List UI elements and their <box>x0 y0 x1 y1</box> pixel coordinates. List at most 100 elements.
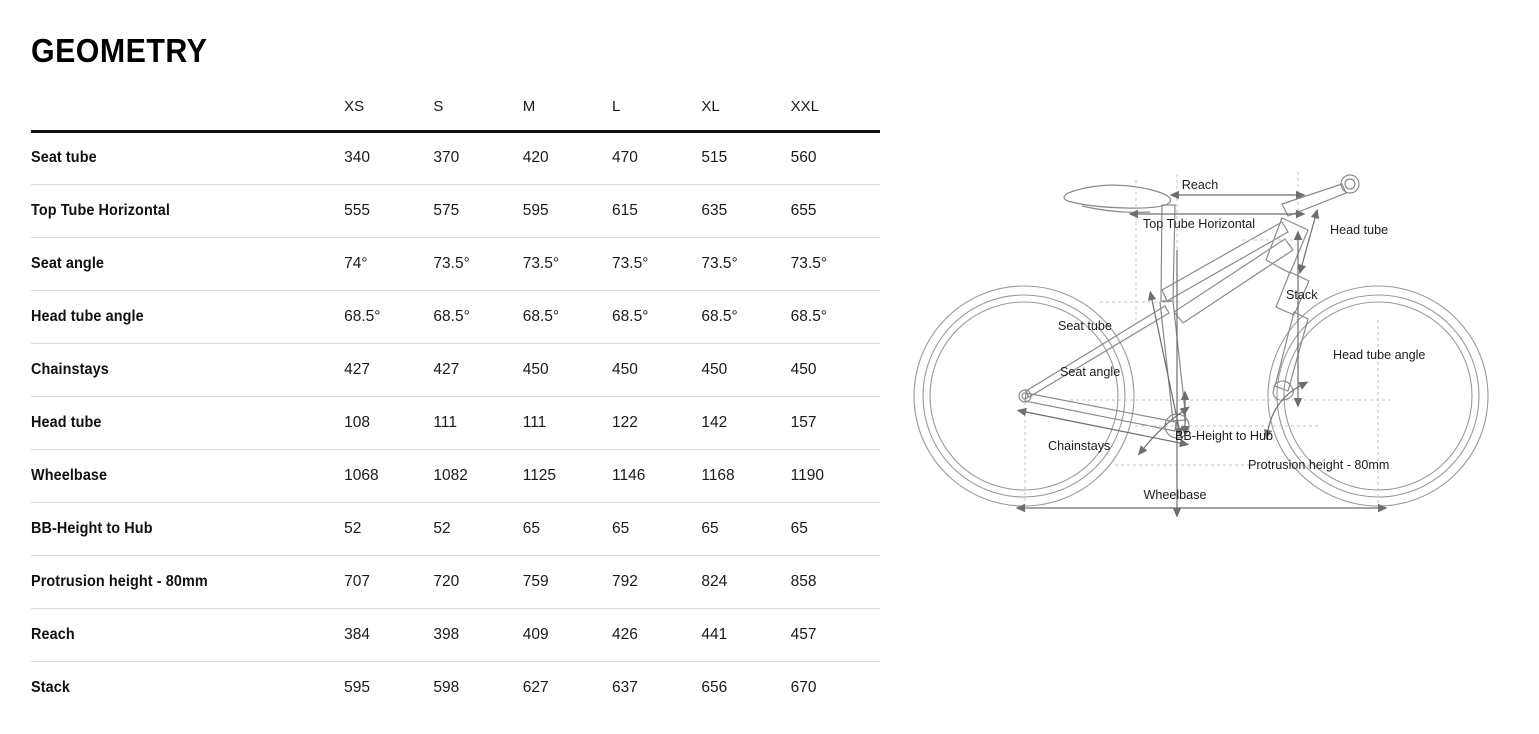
cell-value: 1068 <box>344 466 379 484</box>
cell-value: 340 <box>344 149 370 166</box>
label-head-tube-angle: Head tube angle <box>1333 348 1425 362</box>
saddle-shape <box>1063 184 1172 209</box>
table-row: Stack 595 598 627 637 656 670 <box>31 661 880 714</box>
cell-value: 73.5° <box>522 254 560 272</box>
column-header-xs: XS <box>344 98 365 116</box>
cell-value: 656 <box>701 678 728 696</box>
column-header-l: L <box>612 98 621 116</box>
cell-value: 65 <box>790 519 808 537</box>
cell-value: 555 <box>344 201 370 219</box>
column-header-m: M <box>522 98 536 116</box>
cell-value: 74° <box>344 254 368 272</box>
cell-value: 720 <box>433 572 460 590</box>
cell-value: 73.5° <box>433 254 470 272</box>
cell-value: 73.5° <box>612 254 649 272</box>
head-tube-angle-arc <box>1263 381 1309 440</box>
saddle-rail <box>1081 205 1151 213</box>
cell-value: 824 <box>701 572 728 590</box>
label-seat-angle: Seat angle <box>1060 365 1120 379</box>
cell-value: 111 <box>433 413 457 431</box>
cell-value: 560 <box>790 149 817 166</box>
cell-value: 108 <box>344 413 370 431</box>
label-wheelbase: Wheelbase <box>1143 488 1206 502</box>
label-chainstays: Chainstays <box>1048 439 1110 453</box>
cell-value: 142 <box>701 413 728 431</box>
cell-value: 68.5° <box>433 307 470 325</box>
seat-tube-shape <box>1159 300 1187 422</box>
column-header-xxl: XXL <box>790 98 820 116</box>
cell-value: 515 <box>701 149 728 166</box>
cell-value: 384 <box>344 625 370 643</box>
cell-value: 1082 <box>433 466 468 484</box>
row-label: Stack <box>31 678 70 696</box>
cell-value: 73.5° <box>790 254 828 272</box>
cell-value: 457 <box>790 625 817 643</box>
cell-value: 420 <box>522 149 549 166</box>
table-row: Head tube angle 68.5° 68.5° 68.5° 68.5° … <box>31 290 880 343</box>
table-row: Protrusion height - 80mm 707 720 759 792… <box>31 555 880 608</box>
row-label: Top Tube Horizontal <box>31 201 170 219</box>
row-label: Seat tube <box>31 149 97 166</box>
table-header-row: XS S M L XL XXL <box>31 88 880 131</box>
rear-hub <box>1021 392 1029 400</box>
row-label: BB-Height to Hub <box>31 519 153 537</box>
down-tube-shape <box>1173 238 1294 324</box>
cell-value: 427 <box>344 360 370 378</box>
cell-value: 450 <box>790 360 817 378</box>
cell-value: 450 <box>612 360 638 378</box>
label-top-tube-horizontal: Top Tube Horizontal <box>1143 217 1255 231</box>
table-row: Seat tube 340 370 420 470 515 560 <box>31 131 880 184</box>
wheels-group <box>913 285 1489 507</box>
stem-shape <box>1281 183 1347 217</box>
cell-value: 441 <box>701 625 728 643</box>
cell-value: 595 <box>522 201 549 219</box>
cell-value: 426 <box>612 625 638 643</box>
rear-wheel-rim <box>929 301 1119 491</box>
label-seat-tube: Seat tube <box>1058 319 1112 333</box>
cell-value: 575 <box>433 201 460 219</box>
table-row: Seat angle 74° 73.5° 73.5° 73.5° 73.5° 7… <box>31 237 880 290</box>
row-label: Reach <box>31 625 75 643</box>
cell-value: 792 <box>612 572 638 590</box>
cell-value: 470 <box>612 149 638 166</box>
cell-value: 635 <box>701 201 728 219</box>
table-header: XS S M L XL XXL <box>31 88 880 131</box>
handlebar-end-inner <box>1344 178 1356 190</box>
label-head-tube: Head tube <box>1330 223 1388 237</box>
cell-value: 370 <box>433 149 460 166</box>
cell-value: 122 <box>612 413 638 431</box>
cell-value: 615 <box>612 201 638 219</box>
table-row: BB-Height to Hub 52 52 65 65 65 65 <box>31 502 880 555</box>
row-label: Protrusion height - 80mm <box>31 572 208 590</box>
cell-value: 65 <box>612 519 630 537</box>
page-title: GEOMETRY <box>31 32 208 69</box>
cell-value: 157 <box>790 413 817 431</box>
cell-value: 52 <box>344 519 362 537</box>
cell-value: 68.5° <box>612 307 649 325</box>
table-body: Seat tube 340 370 420 470 515 560 Top Tu… <box>31 131 880 714</box>
cell-value: 65 <box>701 519 719 537</box>
cell-value: 598 <box>433 678 460 696</box>
row-label: Chainstays <box>31 360 109 378</box>
table-row: Head tube 108 111 111 122 142 157 <box>31 396 880 449</box>
cell-value: 670 <box>790 678 817 696</box>
cell-value: 68.5° <box>790 307 828 325</box>
cell-value: 68.5° <box>701 307 738 325</box>
label-protrusion-height: Protrusion height - 80mm <box>1248 458 1389 472</box>
cell-value: 111 <box>522 413 547 431</box>
cell-value: 627 <box>522 678 549 696</box>
fork-leg <box>1274 311 1309 392</box>
table-row: Wheelbase 1068 1082 1125 1146 1168 1190 <box>31 449 880 502</box>
cell-value: 1146 <box>612 466 646 484</box>
rear-wheel-tire-inner <box>922 294 1126 498</box>
cell-value: 398 <box>433 625 460 643</box>
cell-value: 707 <box>344 572 370 590</box>
label-stack: Stack <box>1286 288 1318 302</box>
label-bb-height-to-hub: BB-Height to Hub <box>1175 429 1273 443</box>
cell-value: 759 <box>522 572 549 590</box>
label-reach: Reach <box>1182 178 1218 192</box>
seat-angle-arc <box>1137 406 1190 456</box>
cell-value: 858 <box>790 572 817 590</box>
geometry-table: XS S M L XL XXL Seat tube 340 370 420 47… <box>31 88 880 714</box>
row-label: Seat angle <box>31 254 105 272</box>
